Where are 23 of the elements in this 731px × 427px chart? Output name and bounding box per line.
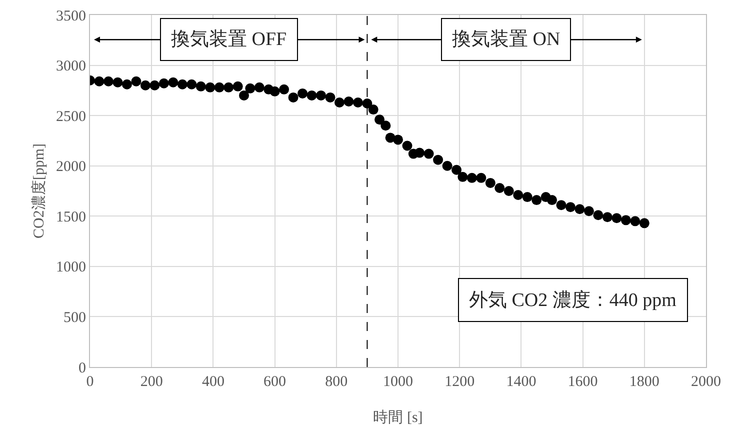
annotation: 換気装置 ON	[452, 29, 560, 50]
y-tick-label: 3000	[56, 58, 86, 75]
y-tick-label: 0	[78, 360, 86, 376]
y-tick-label: 1000	[56, 260, 86, 276]
x-tick-label: 200	[140, 374, 163, 390]
x-tick-label: 400	[202, 374, 224, 390]
x-axis-title: 時間 [s]	[373, 409, 423, 426]
y-tick-label: 2000	[56, 159, 86, 176]
annotation: 換気装置 OFF	[171, 29, 287, 50]
annotation: 外気 CO2 濃度：440 ppm	[469, 289, 677, 311]
x-tick-label: 1000	[383, 374, 413, 390]
y-tick-label: 500	[64, 310, 86, 326]
x-tick-label: 2000	[691, 374, 721, 390]
x-tick-label: 600	[264, 374, 286, 390]
x-tick-label: 1400	[506, 374, 536, 390]
y-tick-label: 3500	[56, 8, 86, 24]
y-tick-label: 1500	[56, 209, 86, 226]
y-axis-title: CO2濃度[ppm]	[30, 144, 48, 238]
y-tick-label: 2500	[56, 108, 86, 125]
x-tick-label: 1200	[444, 374, 475, 390]
x-tick-label: 1800	[629, 374, 660, 390]
x-tick-label: 1600	[568, 374, 598, 390]
x-tick-label: 800	[325, 374, 348, 390]
